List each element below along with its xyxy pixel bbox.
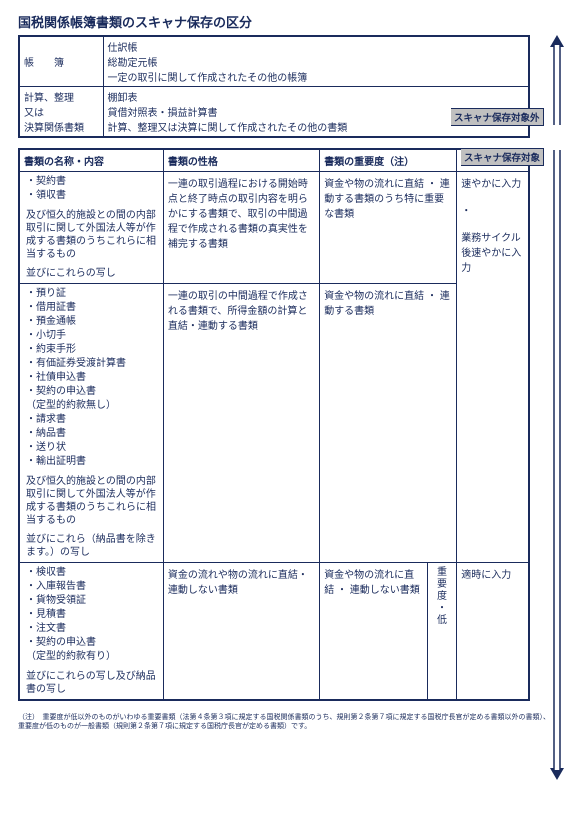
settlement-label: 計算、整理 又は 決算関係書類 xyxy=(19,87,103,138)
row2-note2: 並びにこれら（納品書を除きます。）の写し xyxy=(24,533,159,559)
row2-character: 一連の取引の中間過程で作成される書類で、所得金額の計算と直結・連動する書類 xyxy=(163,284,319,563)
row3-character: 資金の流れや物の流れに直結・連動しない書類 xyxy=(163,563,319,701)
main-documents-table: 書類の名称・内容 書類の性格 書類の重要度（注） ・契約書 ・領収書 及び恒久的… xyxy=(18,148,530,701)
badge-scanner-outside: スキャナ保存対象外 xyxy=(451,108,544,126)
row3-bullet-list: ・検収書 ・入庫報告書 ・貨物受領証 ・見積書 ・注文書 ・契約の申込書 （定型… xyxy=(24,566,159,664)
row1-character: 一連の取引過程における開始時点と終了時点の取引内容を明らかにする書類で、取引の中… xyxy=(163,172,319,284)
ledger-label: 帳 簿 xyxy=(19,36,103,87)
row1-names: ・契約書 ・領収書 及び恒久的施設との間の内部取引に関して外国法人等が作成する書… xyxy=(19,172,163,284)
header-importance: 書類の重要度（注） xyxy=(320,149,457,172)
row1-bullet-list: ・契約書 ・領収書 xyxy=(24,175,159,203)
importance-low-label: 重要度・低 xyxy=(428,563,457,701)
header-character: 書類の性格 xyxy=(163,149,319,172)
ledger-items: 仕訳帳 総勘定元帳 一定の取引に関して作成されたその他の帳簿 xyxy=(103,36,529,87)
input-timing-top: 速やかに入力 ・ 業務サイクル後速やかに入力 xyxy=(457,172,529,563)
row2-names: ・預り証 ・借用証書 ・預金通帳 ・小切手 ・約束手形 ・有価証券受渡計算書 ・… xyxy=(19,284,163,563)
row2-note1: 及び恒久的施設との間の内部取引に関して外国法人等が作成する書類のうちこれらに相当… xyxy=(24,475,159,527)
footnote: （注） 重要度が低以外のものがいわゆる重要書類（法第４条第３項に規定する国税関係… xyxy=(0,709,574,731)
page-title: 国税関係帳簿書類のスキャナ保存の区分 xyxy=(18,12,556,31)
row1-importance: 資金や物の流れに直結 ・ 連動する書類のうち特に重要な書類 xyxy=(320,172,457,284)
row1-note1: 及び恒久的施設との間の内部取引に関して外国法人等が作成する書類のうちこれらに相当… xyxy=(24,209,159,261)
arrow-down-icon xyxy=(550,150,564,780)
badge-scanner-target: スキャナ保存対象 xyxy=(461,148,544,166)
arrow-up-icon xyxy=(550,35,564,125)
row2-bullet-list: ・預り証 ・借用証書 ・預金通帳 ・小切手 ・約束手形 ・有価証券受渡計算書 ・… xyxy=(24,287,159,469)
row3-names: ・検収書 ・入庫報告書 ・貨物受領証 ・見積書 ・注文書 ・契約の申込書 （定型… xyxy=(19,563,163,701)
row1-note2: 並びにこれらの写し xyxy=(24,267,159,280)
input-timing-bottom: 適時に入力 xyxy=(457,563,529,701)
row3-importance: 資金や物の流れに直結 ・ 連動しない書類 xyxy=(320,563,428,701)
row2-importance: 資金や物の流れに直結 ・ 連動する書類 xyxy=(320,284,457,563)
row3-note: 並びにこれらの写し及び納品書の写し xyxy=(24,670,159,696)
header-name-content: 書類の名称・内容 xyxy=(19,149,163,172)
